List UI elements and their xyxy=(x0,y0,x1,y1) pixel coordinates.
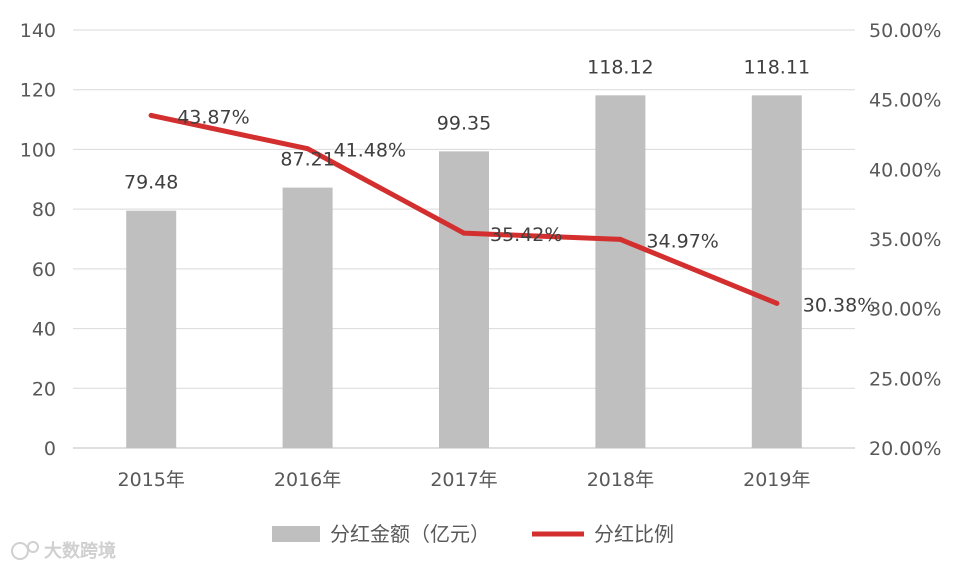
y-right-tick-label: 50.00% xyxy=(869,20,941,42)
bar-value-label: 87.21 xyxy=(280,149,334,171)
y-right-tick-label: 30.00% xyxy=(869,299,941,321)
bar xyxy=(282,187,333,449)
line-point xyxy=(461,230,467,236)
bar xyxy=(751,95,802,448)
y-left-tick-label: 60 xyxy=(32,259,56,281)
axes: 0 20 40 60 80 100 120 140 20.00% 25.00% 30.00% 35.0… xyxy=(20,20,942,491)
line-value-label: 30.38% xyxy=(803,294,875,316)
y-left-tick-label: 100 xyxy=(20,139,56,161)
y-left-tick-label: 0 xyxy=(44,438,56,460)
line-point xyxy=(617,236,623,242)
y-left-tick-label: 80 xyxy=(32,199,56,221)
bar xyxy=(439,151,489,448)
line-value-label: 41.48% xyxy=(334,140,406,162)
bar xyxy=(126,210,177,448)
y-left-tick-label: 120 xyxy=(20,80,56,102)
x-tick-label: 2018年 xyxy=(587,469,654,491)
line-point xyxy=(774,300,780,306)
bar-value-label: 99.35 xyxy=(437,112,491,134)
bar-value-label: 118.12 xyxy=(587,56,653,78)
line-value-label: 34.97% xyxy=(646,230,718,252)
y-right-tick-label: 40.00% xyxy=(869,159,941,181)
y-right-tick-label: 35.00% xyxy=(869,229,941,251)
y-right-tick-label: 25.00% xyxy=(869,368,941,390)
x-tick-label: 2016年 xyxy=(274,469,341,491)
x-tick-label: 2019年 xyxy=(743,469,810,491)
bar-value-label: 118.11 xyxy=(744,56,810,78)
legend: 分红金额（亿元） 分红比例 xyxy=(272,522,674,546)
bar-series xyxy=(126,95,802,449)
line-point xyxy=(305,146,311,152)
legend-label-line: 分红比例 xyxy=(594,522,674,546)
watermark: 大数跨境 xyxy=(11,540,116,562)
y-right-tick-label: 20.00% xyxy=(869,438,941,460)
line-value-label: 43.87% xyxy=(177,106,249,128)
bar xyxy=(595,95,646,449)
x-tick-label: 2017年 xyxy=(430,469,497,491)
legend-label-bar: 分红金额（亿元） xyxy=(330,522,490,546)
watermark-text: 大数跨境 xyxy=(44,540,116,562)
y-left-tick-label: 20 xyxy=(32,378,56,400)
line-value-label: 35.42% xyxy=(490,224,562,246)
bar-value-label: 79.48 xyxy=(124,172,178,194)
brand-logo-icon xyxy=(11,541,39,560)
data-labels: 79.48 87.21 99.35 118.12 118.11 43.87% 41.48% 3… xyxy=(124,56,875,316)
line-point xyxy=(148,112,154,118)
legend-swatch-bar xyxy=(272,526,320,542)
y-right-tick-label: 45.00% xyxy=(869,90,941,112)
y-left-tick-label: 140 xyxy=(20,20,56,42)
y-left-tick-label: 40 xyxy=(32,319,56,341)
x-tick-label: 2015年 xyxy=(118,469,185,491)
line-series xyxy=(148,112,780,306)
